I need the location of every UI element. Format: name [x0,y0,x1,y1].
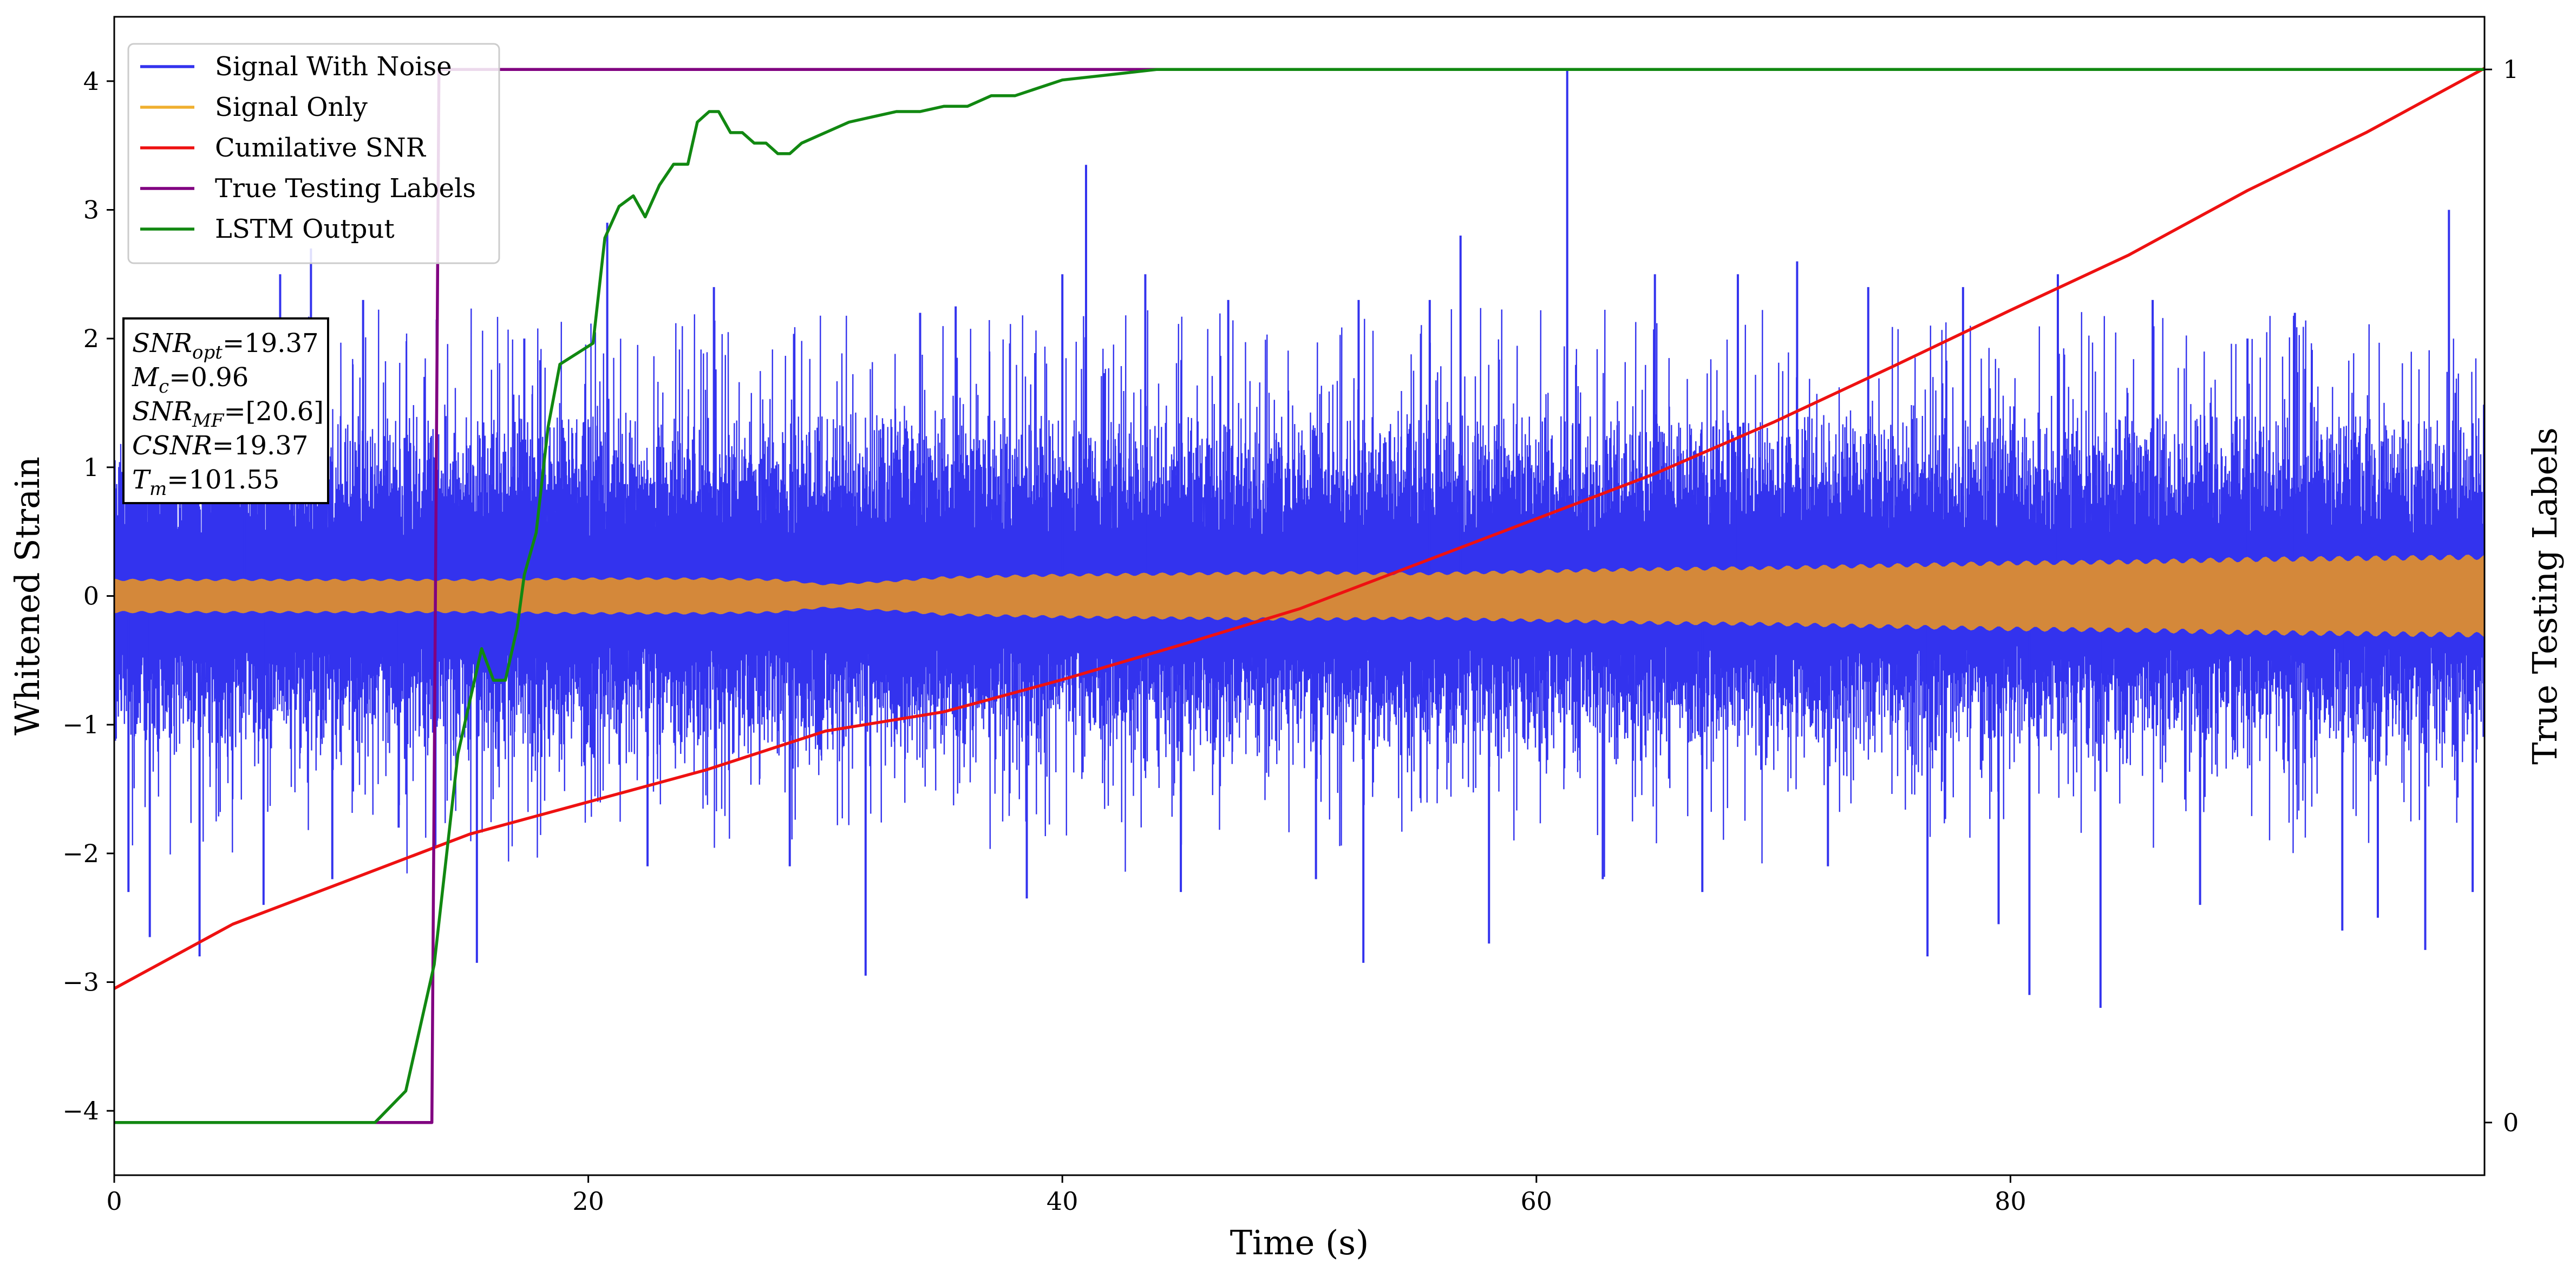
annotation-frame [122,317,329,504]
y-tick-label: 2 [83,324,99,353]
x-axis-title: Time (s) [1230,1223,1369,1262]
y-tick-label: 4 [83,67,99,96]
legend: Signal With Noise Signal Only Cumilative S… [127,43,500,264]
series-lstm-output [114,68,2485,1124]
y-tick-label: −2 [62,839,99,868]
annotation-line: SNRopt=19.37 [132,328,319,363]
y-tick-label: 1 [83,453,99,482]
y2-tick-label: 0 [2503,1108,2519,1137]
annotation-box: SNRopt=19.37Mc=0.96SNRMF=[20.6]CSNR=19.3… [122,317,329,504]
y-tick-label: 3 [83,196,99,225]
annotation-line: SNRMF=[20.6] [132,396,324,432]
y-tick-label: 0 [83,582,99,611]
series-cumilative-snr [114,67,2485,990]
y-tick-label: −1 [62,710,99,739]
y-tick-label: −3 [62,968,99,997]
y-axis-title: Whitened Strain [8,457,47,735]
x-tick-label: 80 [1995,1187,2026,1216]
legend-label: True Testing Labels [215,173,476,204]
x-tick-label: 20 [572,1187,604,1216]
legend-label: LSTM Output [215,214,395,244]
legend-frame [127,43,500,264]
legend-label: Cumilative SNR [215,133,427,163]
x-tick-label: 0 [106,1187,122,1216]
series-signal-only [114,554,2485,638]
legend-label: Signal Only [215,92,368,122]
y2-tick-label: 1 [2503,55,2519,84]
x-tick-label: 40 [1047,1187,1078,1216]
y2-axis-title: True Testing Labels [2525,427,2565,765]
signal-envelope [114,554,2485,638]
annotation-line: CSNR=19.37 [132,431,308,461]
annotation-line: Tm=101.55 [132,465,279,500]
legend-label: Signal With Noise [215,51,452,82]
y-tick-label: −4 [62,1096,99,1125]
x-tick-label: 60 [1521,1187,1553,1216]
annotation-line: Mc=0.96 [132,362,249,398]
